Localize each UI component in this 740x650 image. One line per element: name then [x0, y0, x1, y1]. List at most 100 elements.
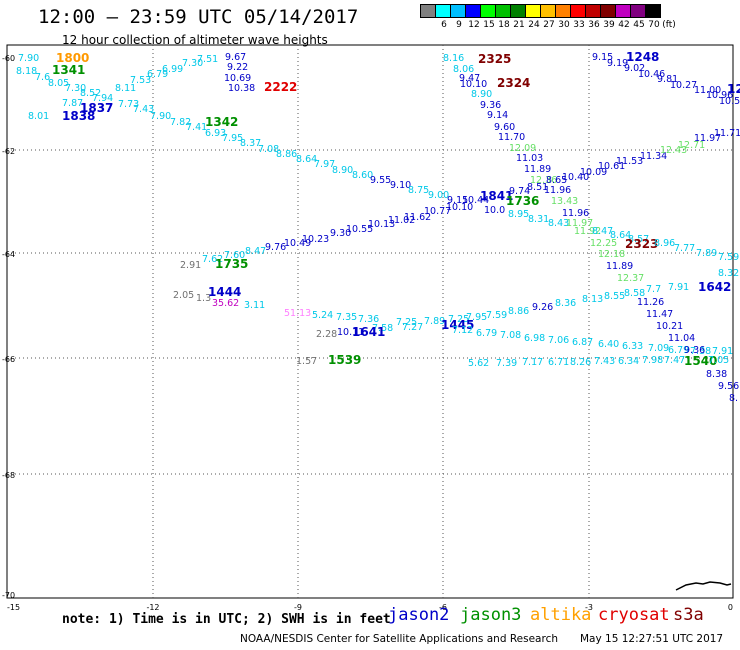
wave-height-value: 9.36 [480, 100, 501, 111]
wave-height-value: 7.97 [314, 159, 335, 170]
wave-height-value: 7.91 [668, 282, 689, 293]
wave-height-value: 7.25 [448, 314, 469, 325]
scale-label: 12 [468, 20, 480, 30]
wave-height-value: 9.67 [225, 52, 246, 63]
wave-height-value: 8.55 [604, 291, 625, 302]
wave-height-value: 9.00 [428, 190, 449, 201]
scale-label: 30 [558, 20, 570, 30]
wave-height-value: 10.49 [284, 238, 311, 249]
wave-height-value: 8.64 [296, 154, 317, 165]
scale-label: 27 [543, 20, 555, 30]
wave-height-value: 7.51 [197, 54, 218, 65]
lon-tick-label: -9 [294, 603, 302, 612]
wave-height-value: 11.89 [606, 261, 633, 272]
antarctic-coastline [675, 581, 732, 591]
wave-height-value: 10.23 [302, 234, 329, 245]
wave-height-value: 10.0 [484, 205, 505, 216]
wave-height-value: 7.59 [486, 310, 507, 321]
wave-height-value: 9.74 [509, 186, 530, 197]
wave-height-value: 8.01 [28, 111, 49, 122]
wave-height-value: 2.91 [180, 260, 201, 271]
wave-height-value: 7.09 [648, 343, 669, 354]
wave-height-value: 9.55 [370, 175, 391, 186]
legend-entry-jason2: jason2 [388, 605, 450, 625]
wave-height-value: 10.10 [460, 79, 487, 90]
wave-height-value: 11.04 [668, 333, 695, 344]
scale-label: 18 [498, 20, 510, 30]
wave-height-value: 10.40 [562, 172, 589, 183]
wave-height-value: 7.08 [500, 330, 521, 341]
wave-height-color-scale: 6 9 12 15 18 21 24 27 30 33 36 39 42 45 70 (ft) [420, 4, 676, 34]
wave-height-value: 6.93 [205, 128, 226, 139]
lat-tick-label: -70 [2, 591, 15, 600]
lat-tick-label: -64 [2, 250, 15, 259]
wave-height-value: 7.43 [594, 356, 615, 367]
wave-height-value: 8.75 [408, 185, 429, 196]
wave-height-value: 9.56 [718, 381, 739, 392]
wave-height-value: 6.79 [147, 69, 168, 80]
wave-height-value: 7.90 [18, 53, 39, 64]
pass-time-label: 1540 [684, 354, 717, 368]
wave-height-value: 6.40 [598, 339, 619, 350]
wave-height-value: 8.58 [624, 288, 645, 299]
pass-time-label: 1837 [80, 101, 113, 115]
wave-height-value: 10.77 [424, 206, 451, 217]
wave-height-value: 8.90 [471, 89, 492, 100]
wave-height-value: 5.62 [468, 358, 489, 369]
wave-height-value: 2.05 [173, 290, 194, 301]
wave-height-value: 9.02 [624, 63, 645, 74]
wave-height-value: 51.13 [284, 308, 311, 319]
wave-height-value: 7.25 [396, 317, 417, 328]
lat-tick-label: -60 [2, 54, 15, 63]
wave-height-value: 7.39 [496, 358, 517, 369]
legend-entry-altika: altika [530, 605, 592, 625]
wave-height-value: 7.17 [522, 357, 543, 368]
wave-height-value: 9.30 [330, 228, 351, 239]
wave-height-value: 12.18 [598, 249, 625, 260]
wave-height-value: 10.69 [224, 73, 251, 84]
wave-height-value: 11.53 [616, 156, 643, 167]
wave-height-value: 11.96 [544, 185, 571, 196]
wave-height-value: 8.31 [528, 214, 549, 225]
wave-height-value: 11.92 [574, 226, 601, 237]
map-subtitle: 12 hour collection of altimeter wave hei… [62, 33, 328, 47]
wave-height-value: 11.26 [637, 297, 664, 308]
wave-height-value: 6.79 [476, 328, 497, 339]
legend-entry-jason3: jason3 [460, 605, 522, 625]
scale-label: 21 [513, 20, 525, 30]
wave-height-value: 9.26 [532, 302, 553, 313]
wave-height-value: 6.71 [548, 357, 569, 368]
wave-height-value: 8.05 [48, 78, 69, 89]
wave-height-value: 10.11 [337, 327, 364, 338]
pass-time-label: 1445 [441, 318, 474, 332]
wave-height-value: 12.43 [660, 145, 687, 156]
wave-height-value: 7.05 [708, 355, 729, 366]
scale-unit-label: (ft) [662, 20, 676, 30]
scale-label: 42 [618, 20, 630, 30]
wave-height-value: 10.10 [446, 202, 473, 213]
wave-height-value: 11.00 [694, 85, 721, 96]
wave-height-value: 8.86 [276, 149, 297, 160]
wave-height-value: 3.11 [244, 300, 265, 311]
wave-height-value: 7.43 [133, 104, 154, 115]
scale-label: 36 [588, 20, 600, 30]
generated-timestamp: May 15 12:27:51 UTC 2017 [580, 633, 724, 645]
wave-height-value: 9.10 [390, 180, 411, 191]
wave-height-value: 7.12 [452, 325, 473, 336]
wave-height-value: 12.36 [530, 175, 557, 186]
pass-time-label: 2325 [478, 52, 511, 66]
wave-height-value: 10.96 [706, 90, 733, 101]
wave-height-value: 7.73 [118, 99, 139, 110]
wave-height-value: 7.82 [170, 117, 191, 128]
wave-height-value: 35.62 [212, 298, 239, 309]
pass-time-label: 1735 [215, 257, 248, 271]
wave-height-value: 10.09 [580, 167, 607, 178]
wave-height-value: 8.65 [546, 175, 567, 186]
wave-height-value: 8.37 [240, 138, 261, 149]
wave-height-value: 6.34 [618, 356, 639, 367]
wave-height-value: 5.24 [312, 310, 333, 321]
wave-height-value: 7.7 [646, 284, 661, 295]
pass-time-label: 1539 [328, 353, 361, 367]
wave-height-value: 7.08 [258, 144, 279, 155]
wave-height-value: 8. [729, 393, 738, 404]
